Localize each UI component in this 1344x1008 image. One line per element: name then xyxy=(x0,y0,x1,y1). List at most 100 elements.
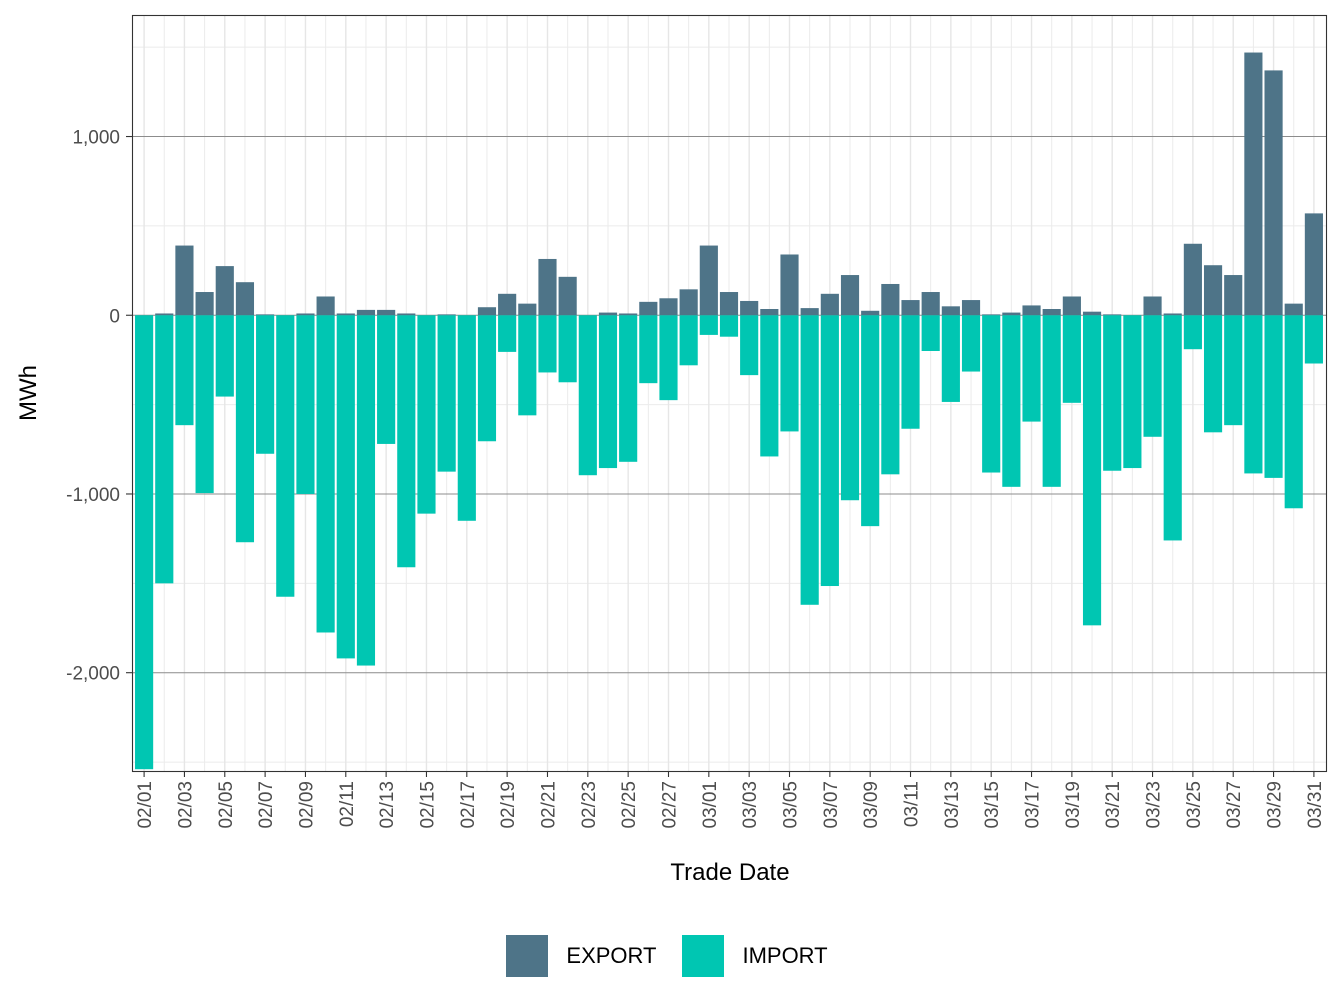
x-tick-label: 03/09 xyxy=(861,781,882,829)
bar-import-02-05 xyxy=(215,315,234,397)
bar-import-02-18 xyxy=(477,315,497,442)
x-tick-label: 02/11 xyxy=(337,781,358,827)
bar-import-03-20 xyxy=(1082,315,1102,626)
bar-import-03-11 xyxy=(901,315,920,429)
bar-import-02-14 xyxy=(397,315,416,568)
x-tick-label: 03/27 xyxy=(1224,781,1245,829)
bar-import-03-19 xyxy=(1062,315,1081,403)
bar-export-03-06 xyxy=(800,308,819,316)
bar-import-02-22 xyxy=(558,315,577,383)
bar-export-03-12 xyxy=(921,292,940,316)
x-tick-label: 02/13 xyxy=(377,781,398,829)
x-tick-label: 02/25 xyxy=(619,781,640,829)
bar-import-02-01 xyxy=(135,315,154,770)
bar-export-02-22 xyxy=(558,276,577,316)
x-tick-label: 02/23 xyxy=(579,781,600,829)
y-tick-label: -1,000 xyxy=(66,485,120,506)
legend-swatch-import xyxy=(682,935,725,977)
bar-import-03-17 xyxy=(1022,315,1041,422)
x-tick-label: 02/01 xyxy=(135,781,156,829)
bar-export-03-30 xyxy=(1284,303,1303,316)
bar-export-03-28 xyxy=(1244,52,1263,316)
bar-import-03-16 xyxy=(1002,315,1021,487)
x-tick-label: 03/07 xyxy=(821,781,842,829)
bar-export-02-04 xyxy=(195,292,214,316)
bar-import-03-03 xyxy=(740,315,759,376)
bar-import-03-06 xyxy=(800,315,819,605)
bar-import-03-25 xyxy=(1183,315,1202,350)
bar-import-02-28 xyxy=(679,315,698,366)
x-tick-label: 02/05 xyxy=(216,781,237,829)
x-tick-label: 03/17 xyxy=(1023,781,1044,829)
bar-export-02-12 xyxy=(356,309,376,316)
bars xyxy=(135,52,1323,770)
bar-import-03-29 xyxy=(1264,315,1283,478)
bar-export-03-08 xyxy=(840,275,860,316)
x-tick-label: 03/29 xyxy=(1265,781,1286,829)
x-tick-label: 03/15 xyxy=(982,781,1003,829)
bar-import-02-06 xyxy=(235,315,255,543)
bar-import-03-05 xyxy=(780,315,799,432)
x-tick-label: 03/21 xyxy=(1103,781,1124,829)
x-tick-label: 03/25 xyxy=(1184,781,1205,829)
x-tick-label: 02/27 xyxy=(659,781,680,829)
bar-import-03-21 xyxy=(1103,315,1122,471)
bar-export-02-20 xyxy=(518,303,537,316)
bar-export-03-07 xyxy=(820,293,839,316)
bar-import-02-07 xyxy=(256,315,275,454)
bar-export-02-25 xyxy=(619,313,638,316)
y-tick-label: 1,000 xyxy=(72,128,120,149)
bar-import-03-07 xyxy=(820,315,839,587)
bar-export-03-13 xyxy=(941,306,960,316)
bar-import-03-13 xyxy=(941,315,960,402)
x-tick-label: 02/03 xyxy=(175,781,196,829)
bar-export-03-19 xyxy=(1062,296,1081,316)
x-tick-label: 02/17 xyxy=(458,781,479,829)
bar-export-03-20 xyxy=(1082,311,1102,316)
x-tick-label: 03/11 xyxy=(902,781,923,827)
bar-export-03-10 xyxy=(881,283,900,316)
bar-export-03-21 xyxy=(1103,314,1122,316)
bar-import-02-10 xyxy=(316,315,335,633)
bar-export-03-26 xyxy=(1203,265,1223,316)
bar-export-03-27 xyxy=(1224,275,1243,316)
y-tick-label: -2,000 xyxy=(66,664,120,685)
bar-export-02-28 xyxy=(679,289,698,316)
legend-item-import: IMPORT xyxy=(682,935,837,977)
bar-export-02-03 xyxy=(175,245,194,316)
bar-export-02-09 xyxy=(296,313,315,316)
bar-export-02-10 xyxy=(316,296,335,316)
x-axis: 02/01 02/03 02/05 02/07 02/09 02/11 02/13 02/15… xyxy=(135,771,1326,829)
bar-export-03-04 xyxy=(760,309,779,316)
bar-export-02-26 xyxy=(639,301,658,316)
bar-export-03-14 xyxy=(961,300,981,316)
x-tick-label: 02/19 xyxy=(498,781,519,829)
bar-import-02-27 xyxy=(659,315,678,401)
bar-export-03-16 xyxy=(1002,312,1021,316)
bar-import-02-16 xyxy=(437,315,456,472)
bar-import-03-15 xyxy=(982,315,1001,473)
bar-export-02-07 xyxy=(256,314,275,316)
x-axis-title: Trade Date xyxy=(670,859,789,886)
bar-import-02-02 xyxy=(155,315,174,584)
bar-import-02-23 xyxy=(578,315,597,476)
bar-export-02-21 xyxy=(538,258,557,316)
x-tick-label: 03/13 xyxy=(942,781,963,829)
bar-import-02-20 xyxy=(518,315,537,416)
bar-export-03-29 xyxy=(1264,70,1283,316)
bar-export-03-11 xyxy=(901,300,920,316)
plot-panel-border xyxy=(131,14,1328,773)
bar-export-03-24 xyxy=(1163,313,1182,316)
bar-import-03-12 xyxy=(921,315,940,351)
bar-export-03-09 xyxy=(861,310,880,316)
bar-import-02-08 xyxy=(276,315,295,597)
bar-export-03-02 xyxy=(719,292,739,316)
bar-import-02-24 xyxy=(598,315,618,469)
legend-label-import: IMPORT xyxy=(742,943,828,968)
bar-export-03-03 xyxy=(740,300,759,316)
bar-import-03-22 xyxy=(1123,315,1142,469)
x-tick-label: 03/01 xyxy=(700,781,721,829)
bar-import-03-02 xyxy=(719,315,739,337)
